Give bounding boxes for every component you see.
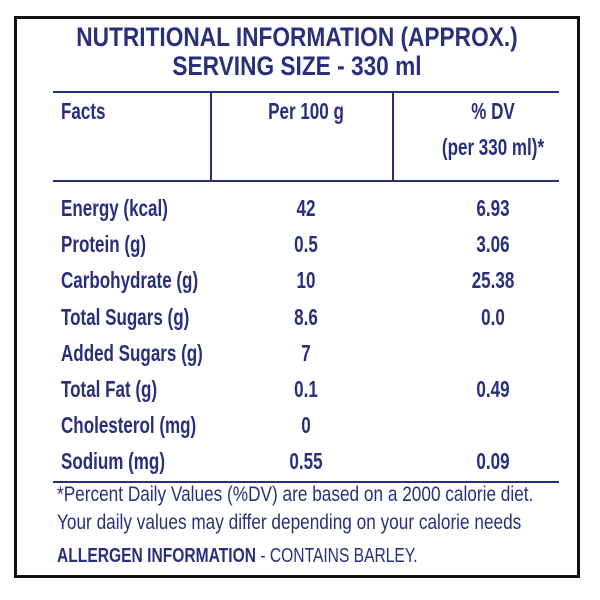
nutrient-per-100g: 7 (301, 340, 311, 366)
nutrient-dv: 0.0 (481, 304, 505, 330)
footnote-line-1: *Percent Daily Values (%DV) are based on… (57, 483, 534, 506)
footnote-line-2: Your daily values may differ depending o… (57, 511, 522, 534)
nutrient-dv: 0.49 (476, 376, 510, 402)
header-bottom-rule (53, 180, 559, 182)
nutrient-per-100g: 0 (301, 412, 311, 438)
table-top-rule (53, 91, 559, 93)
nutrient-per-100g: 0.5 (294, 231, 318, 257)
allergen-text: CONTAINS BARLEY. (269, 545, 418, 567)
allergen-separator: - (256, 545, 270, 567)
nutrient-label: Cholesterol (mg) (61, 412, 197, 438)
column-divider-1 (210, 93, 212, 181)
label-title: NUTRITIONAL INFORMATION (APPROX.) SERVIN… (17, 23, 577, 81)
table-bottom-rule (53, 481, 559, 483)
nutrient-label: Protein (g) (61, 231, 147, 257)
nutrition-label: NUTRITIONAL INFORMATION (APPROX.) SERVIN… (14, 16, 580, 578)
nutrient-label: Energy (kcal) (61, 195, 168, 221)
nutrient-dv: 3.06 (476, 231, 510, 257)
nutrient-per-100g: 10 (296, 267, 316, 293)
header-facts: Facts (61, 98, 106, 124)
title-line-1: NUTRITIONAL INFORMATION (APPROX.) (76, 22, 518, 52)
nutrient-dv: 25.38 (471, 267, 515, 293)
nutrient-per-100g: 0.1 (294, 376, 318, 402)
header-dv: % DV (471, 98, 515, 124)
nutrient-label: Sodium (mg) (61, 448, 166, 474)
header-per-100g: Per 100 g (268, 98, 344, 124)
nutrient-per-100g: 8.6 (294, 304, 318, 330)
nutrient-per-100g: 0.55 (289, 448, 323, 474)
nutrient-label: Added Sugars (g) (61, 340, 203, 366)
nutrient-label: Carbohydrate (g) (61, 267, 199, 293)
column-divider-2 (392, 93, 394, 181)
allergen-label: ALLERGEN INFORMATION (57, 545, 257, 567)
allergen-info: ALLERGEN INFORMATION - CONTAINS BARLEY. (57, 542, 418, 570)
header-dv-per-serving: (per 330 ml)* (441, 134, 545, 160)
nutrient-dv: 6.93 (476, 195, 510, 221)
serving-size: SERVING SIZE - 330 ml (172, 51, 422, 81)
nutrient-dv: 0.09 (476, 448, 510, 474)
dv-footnote: *Percent Daily Values (%DV) are based on… (57, 481, 577, 537)
nutrient-label: Total Fat (g) (61, 376, 158, 402)
nutrient-label: Total Sugars (g) (61, 304, 190, 330)
nutrient-per-100g: 42 (296, 195, 316, 221)
